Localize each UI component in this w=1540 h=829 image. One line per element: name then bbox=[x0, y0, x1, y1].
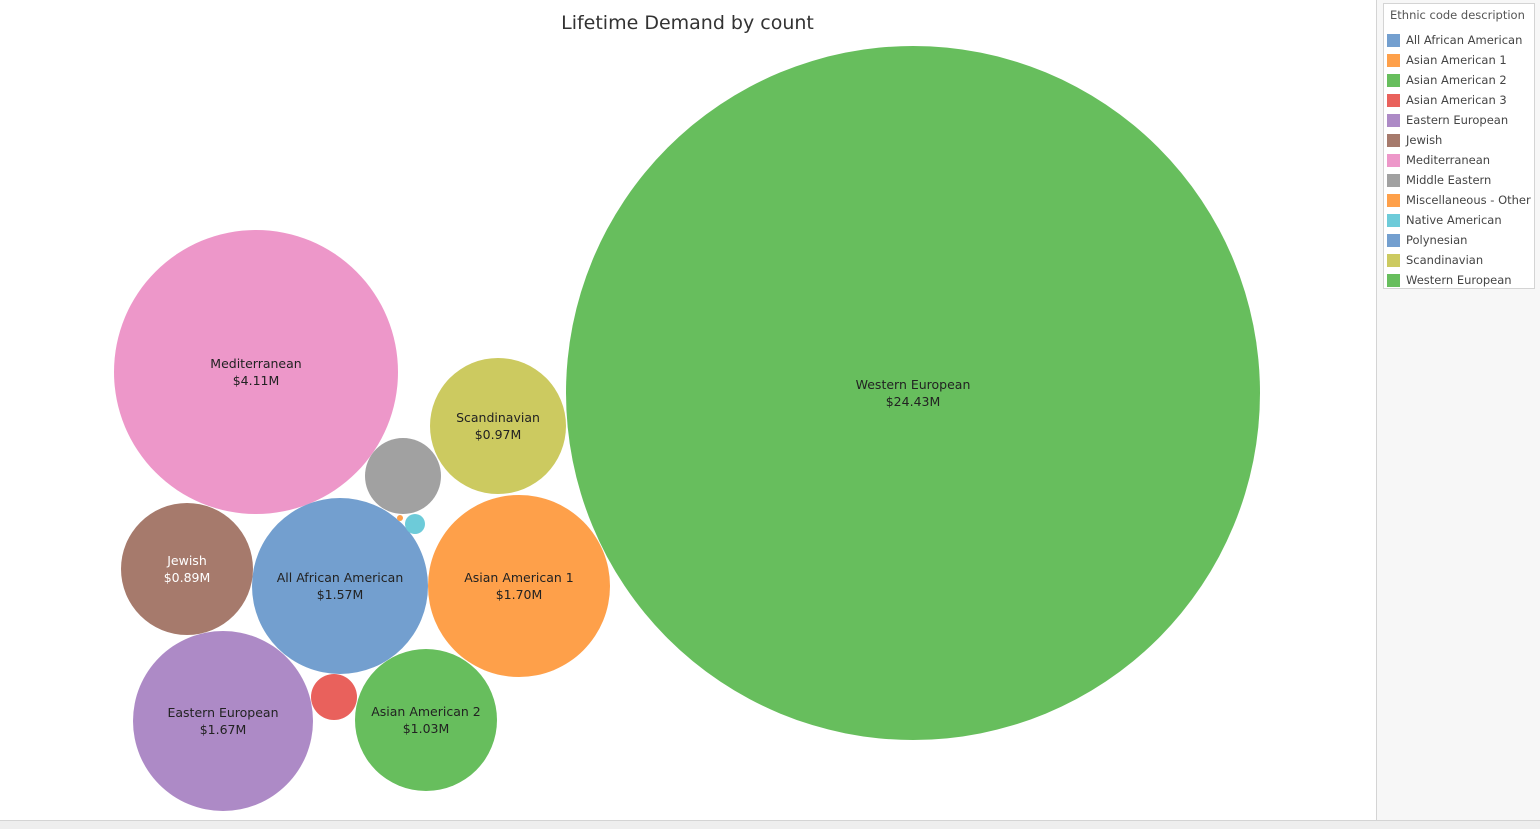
bubble-name-label: Western European bbox=[856, 377, 971, 392]
legend-swatch bbox=[1387, 54, 1400, 67]
legend-label: Asian American 1 bbox=[1406, 53, 1507, 67]
legend-swatch bbox=[1387, 254, 1400, 267]
bubble-value-label: $0.97M bbox=[475, 427, 522, 442]
bubble-value-label: $1.70M bbox=[496, 587, 543, 602]
bubble-value-label: $1.67M bbox=[200, 722, 247, 737]
legend-swatch bbox=[1387, 274, 1400, 287]
bubble-value-label: $1.57M bbox=[317, 587, 364, 602]
bubble-name-label: Eastern European bbox=[167, 705, 278, 720]
bubble-all-african-american[interactable] bbox=[252, 498, 428, 674]
legend-label: Eastern European bbox=[1406, 113, 1509, 127]
legend-swatch bbox=[1387, 154, 1400, 167]
legend-label: Middle Eastern bbox=[1406, 173, 1492, 187]
legend-panel: Ethnic code description All African Amer… bbox=[1376, 0, 1540, 820]
bubble-name-label: All African American bbox=[277, 570, 404, 585]
bubble-value-label: $1.03M bbox=[403, 721, 450, 736]
legend-item[interactable]: Asian American 3 bbox=[1387, 91, 1535, 109]
bubble-western-european[interactable] bbox=[566, 46, 1260, 740]
legend-item[interactable]: Scandinavian bbox=[1387, 251, 1535, 269]
legend-swatch bbox=[1387, 174, 1400, 187]
bubble-name-label: Mediterranean bbox=[210, 356, 301, 371]
legend-swatch bbox=[1387, 214, 1400, 227]
legend-swatch bbox=[1387, 94, 1400, 107]
legend-swatch bbox=[1387, 74, 1400, 87]
legend-item[interactable]: Miscellaneous - Other bbox=[1387, 191, 1535, 209]
bubble-name-label: Asian American 1 bbox=[464, 570, 574, 585]
legend-item[interactable]: All African American bbox=[1387, 31, 1535, 49]
bubble-value-label: $24.43M bbox=[886, 394, 941, 409]
legend-item[interactable]: Polynesian bbox=[1387, 231, 1535, 249]
bubble-jewish[interactable] bbox=[121, 503, 253, 635]
bubble-name-label: Jewish bbox=[166, 553, 207, 568]
legend-item[interactable]: Western European bbox=[1387, 271, 1535, 289]
bottom-scrollbar-track bbox=[0, 820, 1540, 829]
legend-title: Ethnic code description bbox=[1390, 8, 1525, 22]
bubble-eastern-european[interactable] bbox=[133, 631, 313, 811]
bubble-asian-american-1[interactable] bbox=[428, 495, 610, 677]
bubble-middle-eastern[interactable] bbox=[365, 438, 441, 514]
bubble-miscellaneous-other[interactable] bbox=[397, 515, 403, 521]
bubble-name-label: Asian American 2 bbox=[371, 704, 481, 719]
legend-label: Mediterranean bbox=[1406, 153, 1491, 167]
legend-item[interactable]: Asian American 2 bbox=[1387, 71, 1535, 89]
legend-label: All African American bbox=[1406, 33, 1523, 47]
legend: Ethnic code description All African Amer… bbox=[1383, 3, 1535, 289]
legend-label: Western European bbox=[1406, 273, 1512, 287]
bubble-name-label: Scandinavian bbox=[456, 410, 540, 425]
legend-label: Native American bbox=[1406, 213, 1502, 227]
legend-label: Asian American 3 bbox=[1406, 93, 1507, 107]
legend-item[interactable]: Middle Eastern bbox=[1387, 171, 1535, 189]
bubble-value-label: $4.11M bbox=[233, 373, 280, 388]
legend-item[interactable]: Native American bbox=[1387, 211, 1535, 229]
legend-swatch bbox=[1387, 134, 1400, 147]
legend-item[interactable]: Mediterranean bbox=[1387, 151, 1535, 169]
bubble-asian-american-3[interactable] bbox=[311, 674, 357, 720]
legend-item[interactable]: Eastern European bbox=[1387, 111, 1535, 129]
legend-label: Jewish bbox=[1406, 133, 1443, 147]
legend-label: Scandinavian bbox=[1406, 253, 1484, 267]
bubble-value-label: $0.89M bbox=[164, 570, 211, 585]
legend-item[interactable]: Asian American 1 bbox=[1387, 51, 1535, 69]
bubble-scandinavian[interactable] bbox=[430, 358, 566, 494]
legend-label: Asian American 2 bbox=[1406, 73, 1507, 87]
bubble-chart: Western European $24.43M Mediterranean $4.1… bbox=[114, 46, 1260, 811]
legend-swatch bbox=[1387, 114, 1400, 127]
bubble-mediterranean[interactable] bbox=[114, 230, 398, 514]
chart-title: Lifetime Demand by count bbox=[561, 12, 814, 34]
bubble-asian-american-2[interactable] bbox=[355, 649, 497, 791]
legend-swatch bbox=[1387, 34, 1400, 47]
bubble-native-american[interactable] bbox=[405, 514, 425, 534]
legend-swatch bbox=[1387, 194, 1400, 207]
legend-label: Polynesian bbox=[1406, 233, 1468, 247]
chart-area: Lifetime Demand by count Western Europea… bbox=[114, 12, 1260, 811]
legend-label: Miscellaneous - Other bbox=[1406, 193, 1531, 207]
legend-swatch bbox=[1387, 234, 1400, 247]
legend-item[interactable]: Jewish bbox=[1387, 131, 1535, 149]
